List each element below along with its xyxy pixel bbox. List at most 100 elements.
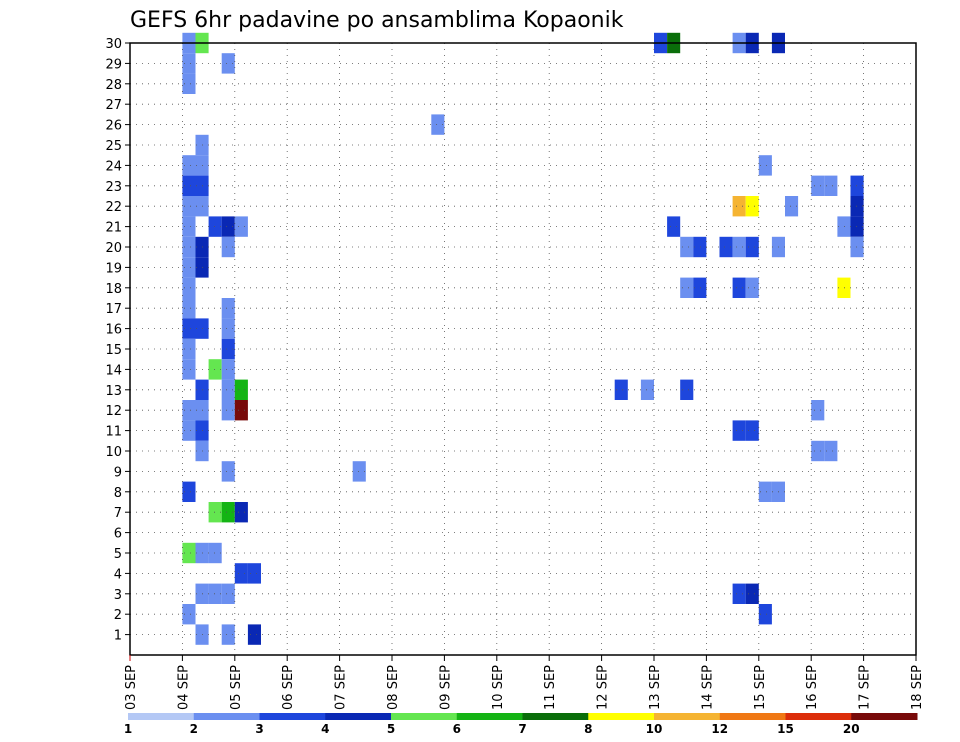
precip-cell [811,440,825,462]
precip-cell [667,216,681,237]
y-tick-label: 23 [105,180,122,195]
colorbar-swatch [588,713,655,720]
colorbar-swatch [785,713,852,720]
colorbar-label: 20 [843,722,860,736]
precip-cell [824,175,838,196]
x-tick-label: 17 SEP [858,665,873,710]
precip-cell [182,338,196,360]
precip-cell [680,379,694,400]
x-tick-label: 13 SEP [648,665,663,710]
colorbar-label: 5 [387,722,395,736]
precip-cell [837,277,851,298]
y-tick-label: 17 [105,302,122,317]
y-tick-label: 13 [105,384,122,399]
precip-cell [182,604,196,625]
precip-cell [614,379,628,400]
precip-cell [693,236,707,258]
precip-cells [182,32,864,645]
precip-cell [221,461,235,482]
x-tick-label: 03 SEP [124,665,139,710]
precip-cell [208,502,222,523]
precip-cell [234,400,248,421]
colorbar-swatch [128,713,195,720]
precip-cell [745,196,759,217]
y-tick-label: 21 [105,221,122,236]
precip-cell [758,481,772,502]
x-tick-label: 08 SEP [386,665,401,710]
y-axis-ticks: 1234567891011121314151617181920212223242… [105,37,130,644]
precip-cell [745,236,759,258]
precip-cell [234,502,248,523]
colorbar-swatch [325,713,392,720]
colorbar-label: 7 [518,722,526,736]
precip-cell [182,257,196,278]
y-tick-label: 9 [114,465,122,480]
precip-cell [247,563,261,584]
precip-cell [182,236,196,258]
precip-cell [182,277,196,298]
y-tick-label: 11 [105,425,122,440]
y-tick-label: 24 [105,159,122,174]
precip-cell [640,379,654,400]
y-tick-label: 6 [114,527,122,542]
y-tick-label: 18 [105,282,122,297]
precip-cell [221,379,235,400]
y-tick-label: 2 [114,608,122,623]
colorbar-swatch [391,713,458,720]
x-tick-label: 07 SEP [334,665,349,710]
precip-cell [850,196,864,217]
precip-cell [182,420,196,441]
y-tick-label: 12 [105,404,122,419]
precip-cell [745,583,759,604]
colorbar-swatch [851,713,918,720]
y-tick-label: 4 [114,567,122,582]
precip-cell [850,236,864,258]
y-tick-label: 30 [105,37,122,52]
precip-cell [837,216,851,237]
y-tick-label: 22 [105,200,122,215]
y-tick-label: 16 [105,323,122,338]
y-tick-label: 5 [114,547,122,562]
chart-title: GEFS 6hr padavine po ansamblima Kopaonik [130,8,624,33]
precip-cell [732,583,746,604]
precip-cell [208,583,222,604]
y-tick-label: 29 [105,57,122,72]
precip-cell [785,196,799,217]
precip-cell [182,216,196,237]
y-tick-label: 19 [105,261,122,276]
precip-cell [182,175,196,196]
grid-lines [130,42,916,655]
precip-cell [811,400,825,421]
precip-cell [732,277,746,298]
x-tick-label: 09 SEP [438,665,453,710]
precip-cell [732,196,746,217]
y-tick-label: 25 [105,139,122,154]
colorbar-swatch [456,713,523,720]
precip-cell [182,196,196,217]
colorbar-swatch [259,713,326,720]
precip-cell [182,400,196,421]
x-tick-label: 18 SEP [910,665,925,710]
precip-cell [221,502,235,523]
precip-cell [182,73,196,94]
y-tick-label: 3 [114,588,122,603]
precip-cell [732,236,746,258]
precip-cell [182,359,196,380]
precip-cell [182,298,196,319]
precip-cell [221,624,235,645]
x-tick-label: 16 SEP [805,665,820,710]
precip-cell [182,542,196,564]
y-tick-label: 28 [105,78,122,93]
precip-cell [182,53,196,74]
precip-cell [247,624,261,645]
colorbar-label: 4 [321,722,329,736]
precip-cell [234,379,248,400]
colorbar-swatch [654,713,721,720]
x-tick-label: 11 SEP [543,665,558,710]
colorbar: 1 2 3 4 5 6 7 8 10 12 15 20 [124,713,918,736]
x-tick-label: 06 SEP [281,665,296,710]
y-tick-label: 7 [114,506,122,521]
precip-cell [221,53,235,74]
precip-cell [221,359,235,380]
x-axis-ticks: 03 SEP 04 SEP 05 SEP 06 SEP 07 SEP 08 SEP 09 S… [124,655,925,710]
